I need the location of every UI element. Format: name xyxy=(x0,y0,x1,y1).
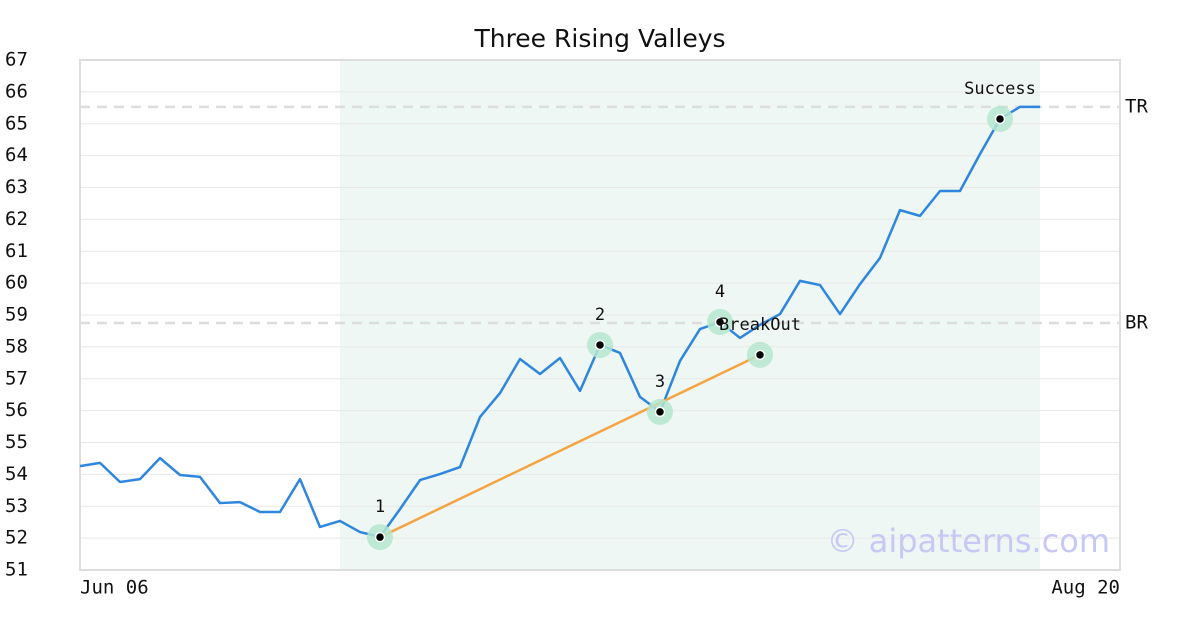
pattern-label: 2 xyxy=(595,305,605,325)
y-tick-label: 66 xyxy=(5,80,28,102)
y-tick-label: 62 xyxy=(5,208,28,230)
pattern-label: 3 xyxy=(655,372,665,392)
y-tick-label: 52 xyxy=(5,527,28,549)
y-tick-label: 60 xyxy=(5,272,28,294)
y-tick-label: 56 xyxy=(5,399,28,421)
chart-title: Three Rising Valleys xyxy=(473,24,725,53)
reference-label: TR xyxy=(1125,95,1148,117)
pattern-point xyxy=(714,316,726,328)
y-tick-label: 64 xyxy=(5,144,28,166)
pattern-point xyxy=(754,349,766,361)
y-tick-label: 63 xyxy=(5,176,28,198)
y-tick-label: 58 xyxy=(5,335,28,357)
watermark: © aipatterns.com xyxy=(827,522,1110,560)
trendline xyxy=(379,353,761,539)
y-tick-label: 59 xyxy=(5,304,28,326)
pattern-label: 4 xyxy=(715,282,725,302)
y-tick-label: 67 xyxy=(5,49,28,71)
y-tick-label: 51 xyxy=(5,559,28,581)
pattern-label: Success xyxy=(964,79,1036,99)
y-tick-label: 54 xyxy=(5,463,28,485)
x-tick-label: Jun 06 xyxy=(80,577,149,599)
y-tick-label: 65 xyxy=(5,112,28,134)
x-tick-label: Aug 20 xyxy=(1051,577,1120,599)
pattern-label: BreakOut xyxy=(719,315,801,335)
y-tick-label: 55 xyxy=(5,431,28,453)
plot-frame xyxy=(79,59,1121,571)
y-tick-label: 53 xyxy=(5,495,28,517)
pattern-label: 1 xyxy=(375,497,385,517)
pattern-point xyxy=(374,531,386,543)
reference-label: BR xyxy=(1125,311,1148,333)
series-line xyxy=(79,105,1040,539)
pattern-point xyxy=(654,406,666,418)
pattern-point xyxy=(594,339,606,351)
y-tick-label: 61 xyxy=(5,240,28,262)
y-tick-label: 57 xyxy=(5,367,28,389)
pattern-point xyxy=(994,113,1006,125)
